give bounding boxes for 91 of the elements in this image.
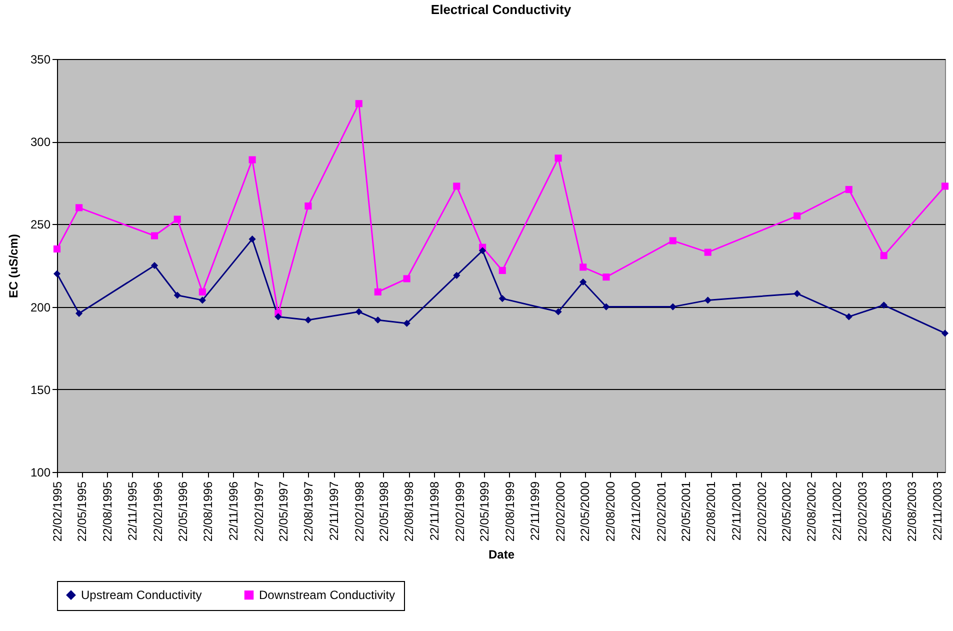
x-tick-label: 22/02/1995	[50, 481, 64, 542]
x-tick-label: 22/11/1998	[428, 481, 442, 541]
y-tick-label: 100	[30, 466, 51, 480]
point	[704, 248, 712, 256]
point	[669, 303, 676, 310]
point	[403, 320, 410, 327]
x-tick-label: 22/11/2002	[830, 481, 844, 541]
x-tick-label: 22/05/1999	[477, 481, 492, 542]
y-tick-label: 150	[30, 382, 51, 397]
x-tick-label: 22/11/2000	[628, 481, 643, 541]
chart-title: Electrical Conductivity	[430, 2, 572, 17]
x-tick-label: 22/02/1999	[452, 481, 467, 542]
point	[554, 308, 562, 316]
point	[76, 310, 83, 317]
point	[403, 275, 410, 282]
point	[941, 182, 949, 190]
point	[274, 313, 282, 320]
point	[374, 288, 382, 296]
point	[198, 288, 206, 296]
point	[498, 266, 506, 274]
point	[355, 308, 362, 316]
legend-label: Upstream Conductivity	[81, 588, 202, 602]
x-tick-label: 22/05/1995	[75, 481, 90, 542]
x-tick-label: 22/11/1995	[126, 481, 140, 541]
x-tick-label: 22/08/2001	[704, 481, 718, 542]
y-tick-label: 300	[30, 135, 51, 150]
x-tick-label: 22/11/2001	[729, 481, 744, 541]
point	[845, 186, 852, 194]
x-tick-label: 22/05/2003	[880, 481, 894, 542]
point	[880, 252, 888, 260]
point	[53, 270, 61, 278]
point	[355, 100, 362, 108]
point	[150, 262, 158, 270]
x-tick-label: 22/05/1998	[376, 481, 391, 542]
x-tick-label: 22/05/2002	[779, 481, 794, 542]
x-tick-label: 22/02/1997	[252, 481, 266, 542]
x-tick-label: 22/08/1998	[402, 481, 416, 542]
y-axis-title: EC (uS/cm)	[6, 234, 20, 298]
x-tick-label: 22/08/1996	[201, 481, 216, 542]
y-tick-label: 200	[30, 300, 51, 314]
x-tick-label: 22/11/1996	[226, 481, 240, 541]
x-tick-label: 22/08/2000	[604, 481, 618, 542]
x-tick-label: 22/08/1997	[302, 481, 316, 542]
point	[453, 182, 460, 190]
x-tick-label: 22/05/1997	[276, 481, 290, 542]
point	[76, 204, 83, 212]
point	[554, 154, 562, 162]
point	[880, 302, 888, 309]
x-tick-label: 22/02/2002	[754, 481, 769, 542]
point	[669, 237, 676, 244]
point	[794, 212, 801, 220]
x-tick-label: 22/02/2003	[855, 481, 870, 542]
point	[580, 278, 587, 286]
point	[794, 290, 801, 298]
point	[174, 292, 181, 299]
point	[150, 232, 158, 240]
point	[845, 313, 852, 320]
point	[304, 316, 312, 324]
point	[704, 296, 712, 304]
x-tick-label: 22/02/1998	[352, 481, 366, 542]
x-tick-label: 22/08/1995	[100, 481, 114, 542]
x-tick-label: 22/05/2001	[678, 481, 693, 542]
x-tick-label: 22/08/1999	[502, 481, 517, 542]
point	[479, 247, 486, 254]
x-tick-label: 22/02/2000	[553, 481, 568, 542]
x-tick-label: 22/02/1996	[151, 481, 166, 542]
point	[53, 245, 61, 253]
point	[248, 156, 256, 164]
x-tick-label: 22/08/2003	[905, 481, 920, 542]
legend-label: Downstream Conductivity	[259, 588, 396, 602]
point	[174, 216, 181, 223]
x-tick-label: 22/08/2002	[804, 481, 819, 542]
x-axis-title: Date	[488, 548, 515, 562]
point	[941, 330, 949, 337]
x-tick-label: 22/11/1999	[528, 481, 542, 541]
point	[580, 264, 587, 271]
point	[453, 272, 460, 279]
point	[602, 303, 610, 310]
x-tick-label: 22/11/1997	[327, 481, 342, 541]
y-tick-label: 350	[30, 52, 51, 66]
x-tick-label: 22/11/2003	[930, 481, 945, 541]
point	[248, 236, 256, 243]
x-tick-label: 22/05/2000	[578, 481, 592, 542]
point	[498, 295, 506, 302]
point	[198, 296, 206, 304]
x-tick-label: 22/05/1996	[176, 481, 190, 542]
point	[602, 274, 610, 281]
point	[374, 316, 382, 324]
x-tick-label: 22/02/2001	[654, 481, 668, 542]
y-tick-label: 250	[30, 218, 51, 232]
point	[304, 202, 312, 210]
